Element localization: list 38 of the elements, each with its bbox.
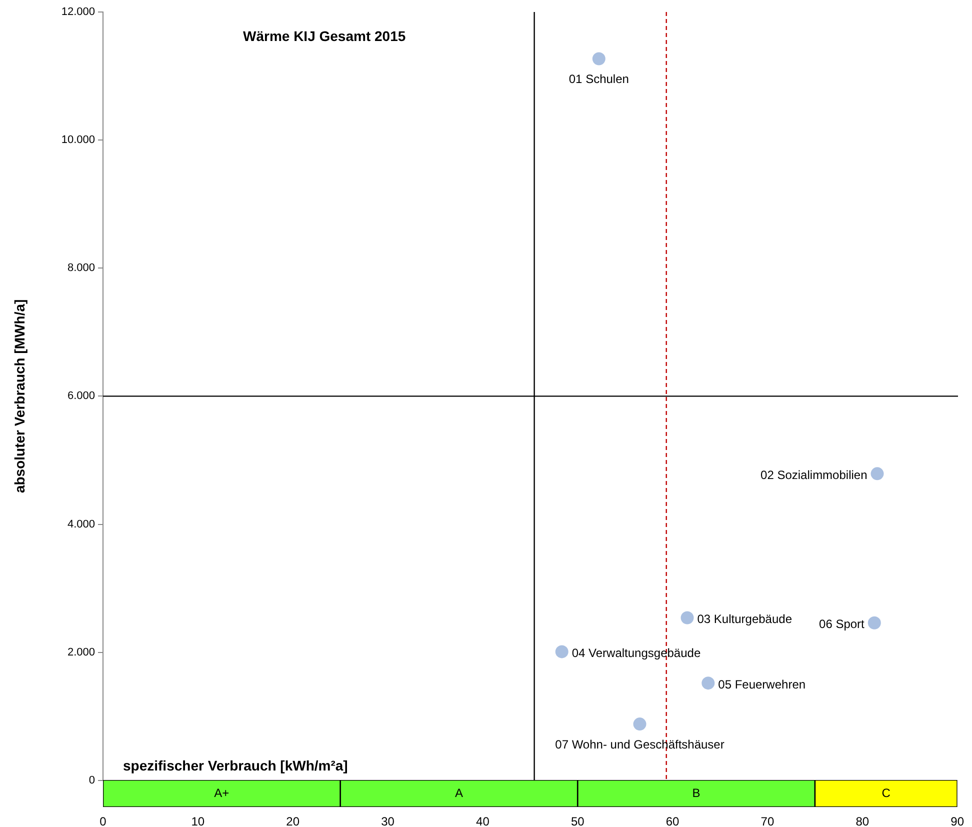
x-tick-label: 70 bbox=[760, 814, 774, 827]
annotation: 02 Sozialimmobilien bbox=[760, 468, 868, 482]
series-label: A bbox=[454, 786, 463, 800]
series-label: B bbox=[692, 786, 700, 800]
x-tick-label: 20 bbox=[286, 814, 300, 827]
annotation: 07 Wohn- und Geschäftshäuser bbox=[555, 737, 724, 752]
point bbox=[870, 467, 884, 480]
x-axis-title: spezifischer Verbrauch [kWh/m²a] bbox=[123, 757, 348, 774]
x-tick-label: 90 bbox=[950, 814, 964, 827]
x-tick-label: 0 bbox=[100, 814, 107, 827]
point bbox=[592, 52, 606, 66]
annotation: 06 Sport bbox=[819, 617, 866, 632]
y-tick-label: 6.000 bbox=[67, 390, 95, 402]
y-tick-label: 0 bbox=[88, 774, 95, 786]
x-tick-label: 50 bbox=[570, 814, 585, 827]
point bbox=[702, 676, 715, 690]
x-tick-label: 10 bbox=[191, 814, 205, 827]
x-tick-label: 40 bbox=[476, 814, 490, 827]
point bbox=[555, 645, 568, 658]
annotation: 05 Feuerwehren bbox=[718, 677, 806, 692]
annotation: 03 Kulturgebäude bbox=[697, 612, 792, 626]
y-axis-title: absoluter Verbrauch [MWh/a] bbox=[11, 299, 28, 494]
point bbox=[680, 611, 694, 624]
y-tick-label: 2.000 bbox=[67, 646, 95, 658]
y-tick-label: 8.000 bbox=[67, 262, 95, 274]
series-label: C bbox=[882, 786, 891, 800]
annotation: 04 Verwaltungsgebäude bbox=[572, 646, 701, 660]
text: Wärme KIJ Gesamt 2015 bbox=[243, 28, 406, 44]
point bbox=[868, 616, 881, 630]
point bbox=[633, 718, 646, 731]
x-tick-label: 80 bbox=[856, 814, 870, 827]
y-tick-label: 10.000 bbox=[61, 134, 95, 146]
series-label: A+ bbox=[214, 786, 230, 800]
x-tick-label: 60 bbox=[666, 814, 680, 827]
y-tick-label: 12.000 bbox=[61, 6, 95, 18]
y-tick-label: 4.000 bbox=[67, 518, 95, 530]
annotation: 01 Schulen bbox=[568, 72, 629, 86]
x-tick-label: 30 bbox=[381, 814, 395, 827]
